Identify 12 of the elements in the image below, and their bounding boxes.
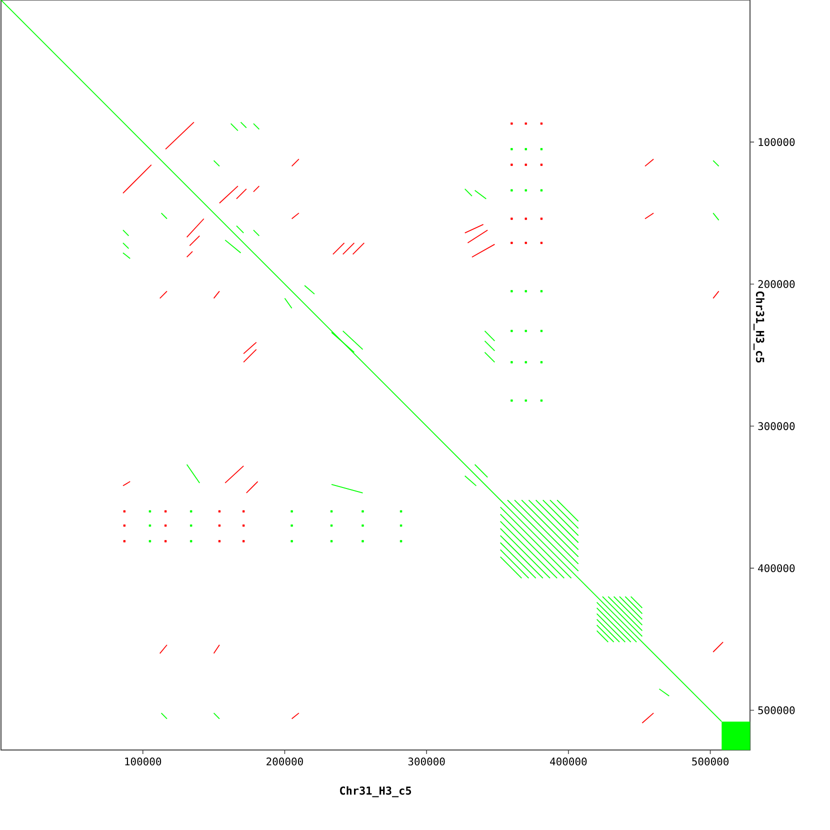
x-tick-label: 300000 <box>408 758 445 766</box>
y-tick-label: 300000 <box>758 422 795 430</box>
x-tick-label: 500000 <box>692 758 728 766</box>
y-tick-label: 100000 <box>758 138 795 146</box>
x-axis-title: Chr31_H3_c5 <box>340 786 412 798</box>
y-tick-label: 500000 <box>758 706 795 714</box>
y-axis-title: Chr31_H3_c5 <box>754 292 764 363</box>
y-tick-label: 200000 <box>758 280 795 288</box>
x-tick-label: 100000 <box>125 758 162 766</box>
x-tick-label: 400000 <box>550 758 587 766</box>
x-tick-label: 200000 <box>266 758 303 766</box>
y-tick-label: 400000 <box>758 564 795 572</box>
